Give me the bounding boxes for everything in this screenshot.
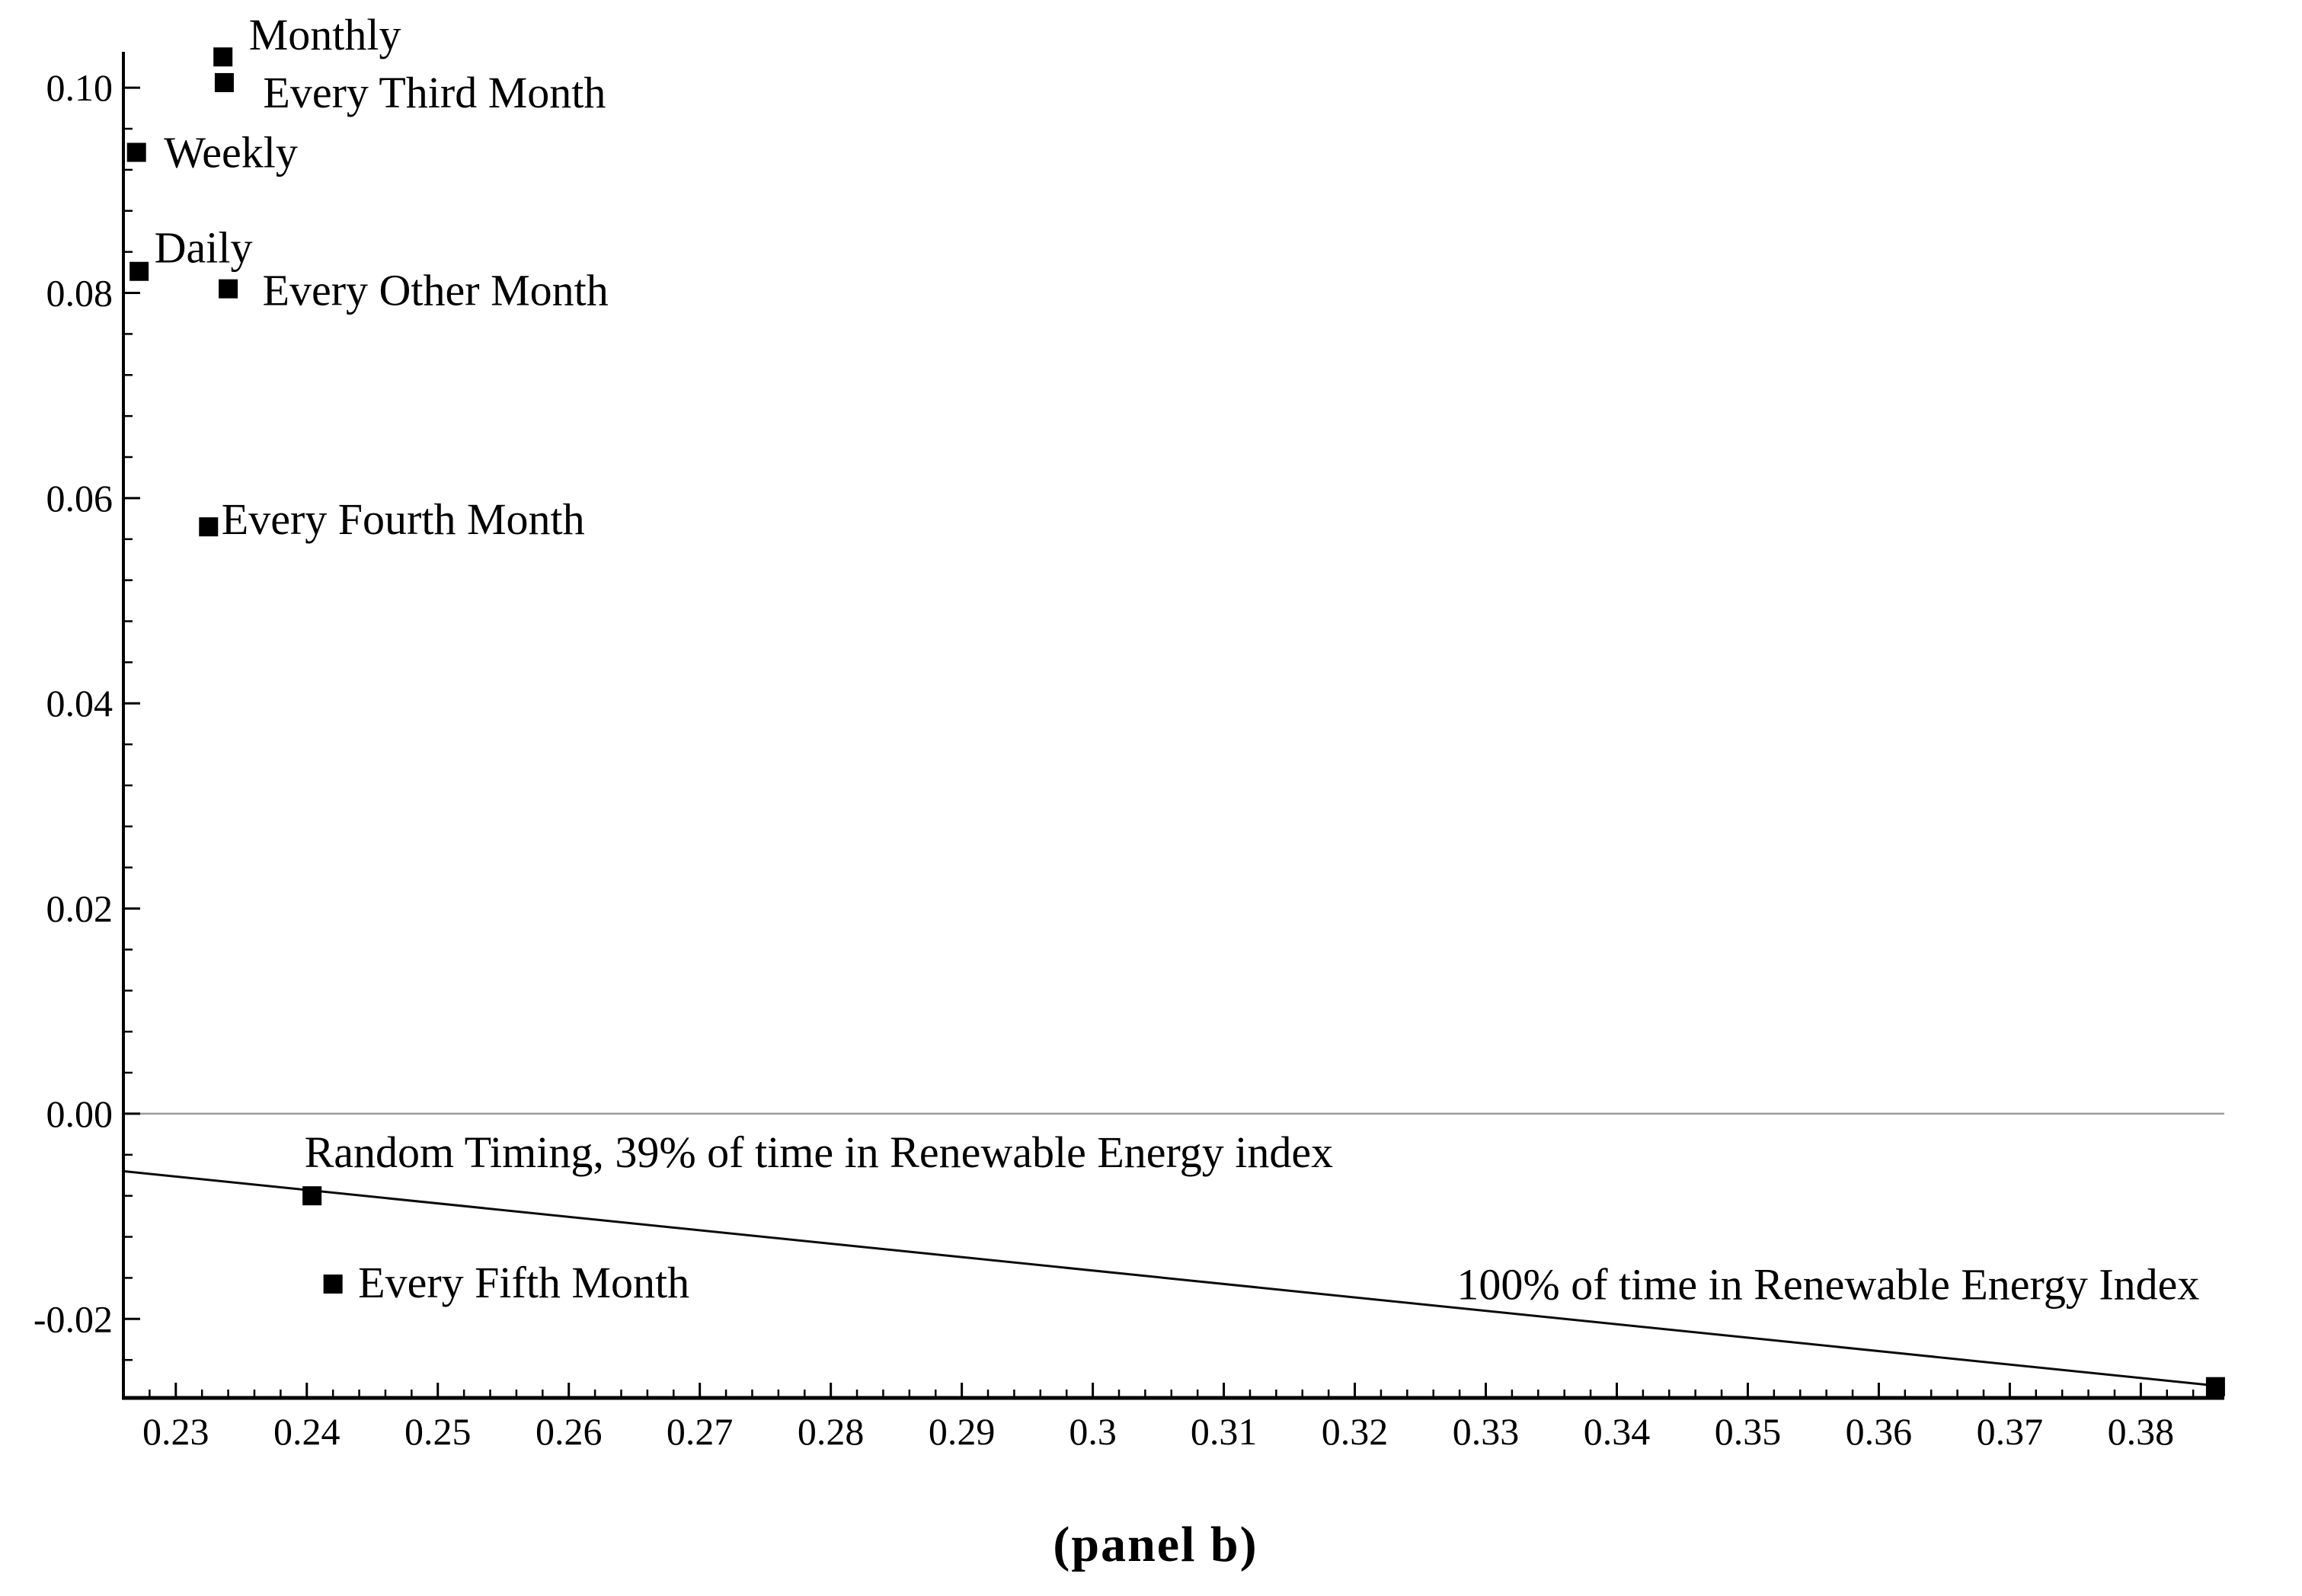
x-tick-label: 0.23 xyxy=(142,1410,209,1453)
data-point-label-random-timing: Random Timing, 39% of time in Renewable … xyxy=(305,1127,1334,1177)
x-tick-label: 0.29 xyxy=(929,1410,996,1453)
x-tick-label: 0.27 xyxy=(667,1410,734,1453)
x-tick-label: 0.38 xyxy=(2108,1410,2175,1453)
data-point-monthly xyxy=(213,47,233,67)
data-point-label-every-fourth-month: Every Fourth Month xyxy=(222,494,585,544)
data-point-label-every-other-month: Every Other Month xyxy=(263,266,609,315)
x-tick-label: 0.24 xyxy=(273,1410,341,1453)
y-tick-label: 0.08 xyxy=(46,271,114,314)
data-point-weekly xyxy=(126,142,146,162)
x-tick-label: 0.34 xyxy=(1584,1410,1651,1453)
x-tick-label: 0.32 xyxy=(1322,1410,1389,1453)
x-tick-label: 0.26 xyxy=(536,1410,603,1453)
data-point-label-daily: Daily xyxy=(155,223,253,273)
x-tick-label: 0.25 xyxy=(404,1410,472,1453)
data-point-label-every-third-month: Every Third Month xyxy=(263,68,606,117)
data-point-random-timing xyxy=(302,1186,322,1206)
data-point-label-monthly: Monthly xyxy=(249,10,401,59)
panel-caption: (panel b) xyxy=(1053,1517,1258,1572)
x-tick-label: 0.37 xyxy=(1977,1410,2044,1453)
data-point-daily xyxy=(129,261,149,281)
x-tick-label: 0.33 xyxy=(1453,1410,1520,1453)
data-point-every-fourth-month xyxy=(199,517,219,537)
data-point-label-weekly: Weekly xyxy=(164,127,298,177)
y-tick-label: -0.02 xyxy=(34,1297,113,1340)
data-point-every-third-month xyxy=(214,72,234,92)
y-tick-label: 0.00 xyxy=(46,1092,114,1135)
x-tick-label: 0.28 xyxy=(798,1410,865,1453)
y-tick-label: 0.10 xyxy=(46,66,114,109)
y-tick-label: 0.06 xyxy=(46,477,114,520)
x-tick-label: 0.3 xyxy=(1069,1410,1117,1453)
x-tick-label: 0.36 xyxy=(1846,1410,1913,1453)
data-point-label-every-fifth-month: Every Fifth Month xyxy=(358,1258,689,1307)
y-tick-label: 0.02 xyxy=(46,888,114,930)
y-tick-label: 0.04 xyxy=(46,682,114,724)
data-point-every-other-month xyxy=(219,279,238,299)
x-tick-label: 0.35 xyxy=(1715,1410,1782,1453)
data-point-every-fifth-month xyxy=(323,1275,343,1294)
x-tick-label: 0.31 xyxy=(1191,1410,1258,1453)
frontier-line xyxy=(123,1169,2216,1387)
data-point-label-full-renewable-index: 100% of time in Renewable Energy Index xyxy=(1456,1260,2199,1310)
data-point-full-renewable-index xyxy=(2205,1377,2225,1396)
